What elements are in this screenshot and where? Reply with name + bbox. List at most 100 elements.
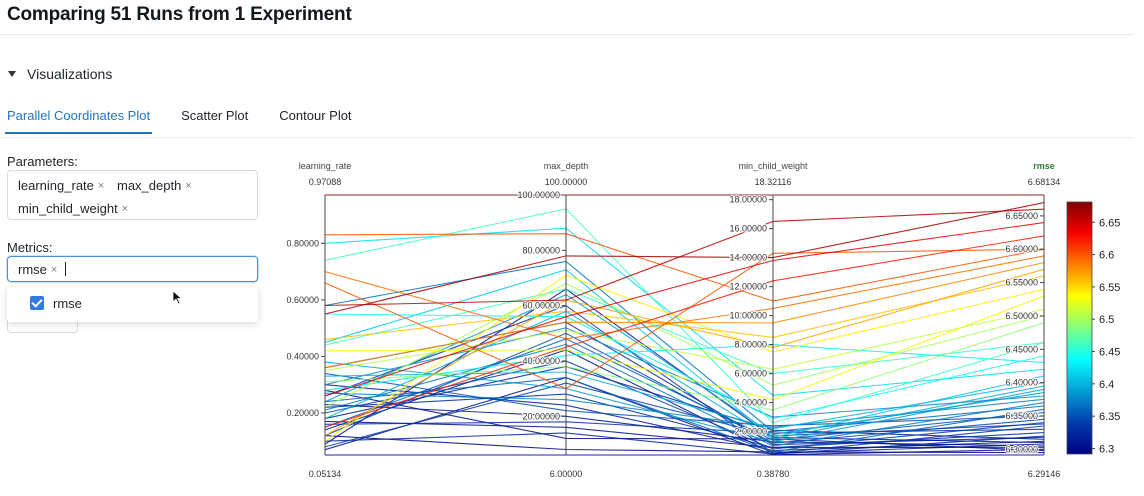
axis-tick-label: 60.00000 (522, 301, 560, 311)
run-line[interactable] (324, 260, 1045, 433)
caret-down-icon (8, 71, 16, 77)
axis-min-label: 0.05134 (309, 469, 342, 479)
axis-max-label: 6.68134 (1028, 177, 1061, 187)
axis-tick-label: 6.65000 (1005, 211, 1038, 221)
colorbar: 6.3 6.35 6.4 6.45 6.5 6.55 6.6 6.65 (1066, 201, 1120, 455)
run-line[interactable] (324, 308, 1045, 372)
axis-tick-label: 18.00000 (729, 195, 767, 205)
tab-scatter-plot[interactable]: Scatter Plot (181, 108, 249, 123)
axis-tick-label: 6.60000 (1005, 244, 1038, 254)
tab-parallel-coordinates[interactable]: Parallel Coordinates Plot (4, 108, 153, 134)
remove-chip-icon[interactable]: × (121, 202, 129, 215)
axis-tick-label: 100.00000 (517, 190, 560, 200)
run-line[interactable] (324, 255, 1045, 340)
axis-title: learning_rate (299, 161, 352, 171)
plot-tabs: Parallel Coordinates Plot Scatter Plot C… (4, 108, 383, 134)
run-line[interactable] (324, 382, 1045, 448)
axis-tick-label: 0.20000 (286, 408, 319, 418)
axis-tick-label: 14.00000 (729, 253, 767, 263)
run-line[interactable] (324, 361, 1045, 443)
run-line[interactable] (324, 293, 1045, 436)
partially-hidden-button[interactable] (7, 318, 78, 333)
parameter-chip: learning_rate × (18, 178, 104, 193)
run-line[interactable] (324, 208, 1045, 307)
run-line[interactable] (324, 235, 1045, 428)
axis-tick-label: 40.00000 (522, 356, 560, 366)
run-line[interactable] (324, 202, 1045, 315)
axis-tick-label: 6.40000 (1005, 378, 1038, 388)
run-line[interactable] (324, 248, 1045, 390)
remove-chip-icon[interactable]: × (185, 179, 192, 192)
text-cursor (65, 262, 66, 276)
run-line[interactable] (324, 288, 1045, 375)
parallel-coordinates-plot[interactable]: learning_rate 0.97088 0.05134 0.20000 0.4000… (270, 150, 1136, 486)
run-line[interactable] (324, 403, 1045, 447)
axis-min-label: 6.00000 (550, 469, 583, 479)
axis-tick-label: 16.00000 (729, 224, 767, 234)
chip-label: learning_rate (18, 178, 94, 193)
axis-tick-label: 80.00000 (522, 245, 560, 255)
colorbar-gradient (1066, 201, 1093, 455)
metric-chip: rmse × (18, 262, 57, 277)
run-line[interactable] (324, 322, 1045, 411)
metrics-label: Metrics: (7, 240, 53, 255)
checkbox-checked-icon[interactable] (30, 296, 44, 310)
run-line[interactable] (324, 343, 1045, 447)
run-line[interactable] (324, 372, 1045, 427)
run-line[interactable] (324, 269, 1045, 438)
remove-chip-icon[interactable]: × (97, 179, 105, 192)
colorbar-tick-label: 6.45 (1099, 347, 1120, 359)
parameters-select[interactable]: learning_rate × max_depth × min_child_weig… (7, 170, 258, 220)
run-line[interactable] (324, 432, 1045, 455)
run-line[interactable] (324, 377, 1045, 456)
run-line[interactable] (324, 295, 1045, 401)
remove-chip-icon[interactable]: × (50, 263, 58, 276)
axis-tick-label: 0.60000 (286, 295, 319, 305)
run-line[interactable] (324, 313, 1045, 420)
colorbar-tick-label: 6.5 (1099, 314, 1114, 326)
axis-tick-label: 0.40000 (286, 351, 319, 361)
chip-label: max_depth (117, 178, 182, 193)
run-lines (324, 194, 1045, 456)
axis-tick-label: 20.00000 (522, 411, 560, 421)
axis-tick-label: 8.00000 (734, 340, 767, 350)
axis-tick-label: 6.45000 (1005, 344, 1038, 354)
run-line[interactable] (324, 338, 1045, 441)
dropdown-option-label: rmse (53, 296, 82, 311)
axis-tick-label: 6.55000 (1005, 278, 1038, 288)
page-title: Comparing 51 Runs from 1 Experiment (7, 4, 352, 25)
chip-label: min_child_weight (18, 201, 118, 216)
plot-axes: learning_rate 0.97088 0.05134 0.20000 0.4000… (285, 161, 1061, 479)
run-line[interactable] (324, 420, 1045, 449)
axis-tick-label: 12.00000 (729, 282, 767, 292)
tabs-divider (0, 137, 1134, 138)
parameter-chip: min_child_weight × (18, 201, 128, 216)
axis-title: rmse (1033, 161, 1055, 171)
axis-min-label: 0.38780 (757, 469, 790, 479)
run-line[interactable] (324, 262, 1045, 369)
run-line[interactable] (324, 222, 1045, 397)
tab-contour-plot[interactable]: Contour Plot (279, 108, 352, 123)
axis-min-label: 6.29146 (1028, 469, 1061, 479)
visualizations-toggle[interactable]: Visualizations (7, 66, 112, 82)
axis-max-label: 18.32116 (755, 177, 792, 187)
colorbar-tick-label: 6.6 (1099, 250, 1114, 262)
axis-tick-label: 2.00000 (734, 427, 767, 437)
colorbar-tick-label: 6.3 (1099, 443, 1114, 455)
axis-tick-label: 6.30000 (1005, 444, 1038, 454)
title-divider (0, 34, 1134, 35)
metrics-dropdown: rmse (7, 287, 258, 322)
run-line[interactable] (324, 233, 1045, 302)
axis-tick-label: 10.00000 (729, 311, 767, 321)
section-label: Visualizations (27, 66, 113, 82)
axis-tick-label: 4.00000 (734, 398, 767, 408)
axis-tick-label: 6.35000 (1005, 411, 1038, 421)
metrics-select[interactable]: rmse × (7, 256, 258, 282)
parameters-label: Parameters: (7, 154, 78, 169)
chip-label: rmse (18, 262, 47, 277)
mouse-pointer-icon (172, 290, 183, 305)
colorbar-tick-label: 6.65 (1099, 217, 1120, 229)
axis-title: max_depth (544, 161, 589, 171)
parameter-chip: max_depth × (117, 178, 192, 193)
axis-tick-label: 6.00000 (734, 369, 767, 379)
